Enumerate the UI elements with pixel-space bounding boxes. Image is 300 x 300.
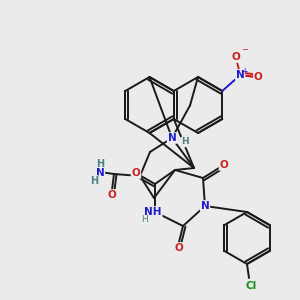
Text: O: O <box>220 160 228 170</box>
Text: +: + <box>241 67 248 76</box>
Text: O: O <box>254 72 262 82</box>
Text: N: N <box>201 201 209 211</box>
Text: Cl: Cl <box>245 281 256 291</box>
Text: −: − <box>241 46 248 55</box>
Text: N: N <box>168 133 176 143</box>
Text: O: O <box>108 190 116 200</box>
Text: O: O <box>232 52 241 62</box>
Text: H: H <box>96 159 104 169</box>
Text: N: N <box>96 168 104 178</box>
Text: H: H <box>90 176 98 186</box>
Text: N: N <box>236 70 244 80</box>
Text: O: O <box>132 168 140 178</box>
Text: NH: NH <box>144 207 162 217</box>
Text: H: H <box>142 215 148 224</box>
Text: H: H <box>181 137 189 146</box>
Text: O: O <box>175 243 183 253</box>
